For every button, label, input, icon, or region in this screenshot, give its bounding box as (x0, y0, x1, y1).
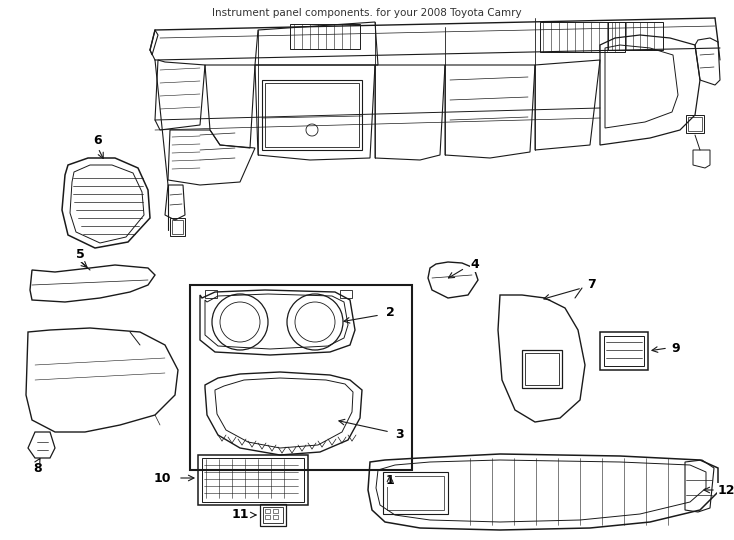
Text: 11: 11 (231, 509, 249, 522)
Text: 9: 9 (672, 341, 680, 354)
Bar (525, 353, 559, 385)
Text: 2: 2 (385, 306, 394, 319)
Bar (608, 22, 663, 50)
Bar (172, 220, 183, 234)
Text: 4: 4 (470, 259, 479, 272)
Bar (686, 115, 704, 133)
Text: 10: 10 (153, 471, 171, 484)
Bar (265, 83, 359, 147)
Bar (265, 509, 270, 513)
Bar (273, 515, 278, 519)
Text: 7: 7 (588, 279, 596, 292)
Bar (265, 515, 270, 519)
Bar (260, 504, 286, 526)
Bar (540, 22, 625, 52)
Bar (600, 332, 648, 370)
Text: 1: 1 (385, 474, 394, 487)
Bar (205, 290, 217, 298)
Bar (262, 80, 362, 150)
Bar (198, 455, 308, 505)
Text: 12: 12 (717, 483, 734, 496)
Text: 6: 6 (94, 133, 102, 146)
Bar (202, 458, 304, 502)
Text: 8: 8 (34, 462, 43, 475)
Bar (688, 117, 702, 131)
Text: 5: 5 (76, 248, 84, 261)
Text: Instrument panel components. for your 2008 Toyota Camry: Instrument panel components. for your 20… (212, 8, 522, 18)
Bar (263, 507, 283, 523)
Bar (170, 218, 185, 236)
Bar (273, 509, 278, 513)
Bar (383, 472, 448, 514)
Bar (290, 24, 360, 49)
Bar (190, 285, 412, 470)
Bar (604, 336, 644, 366)
Text: 3: 3 (396, 429, 404, 442)
Bar (522, 350, 562, 388)
Bar (340, 290, 352, 298)
Bar (387, 476, 444, 510)
